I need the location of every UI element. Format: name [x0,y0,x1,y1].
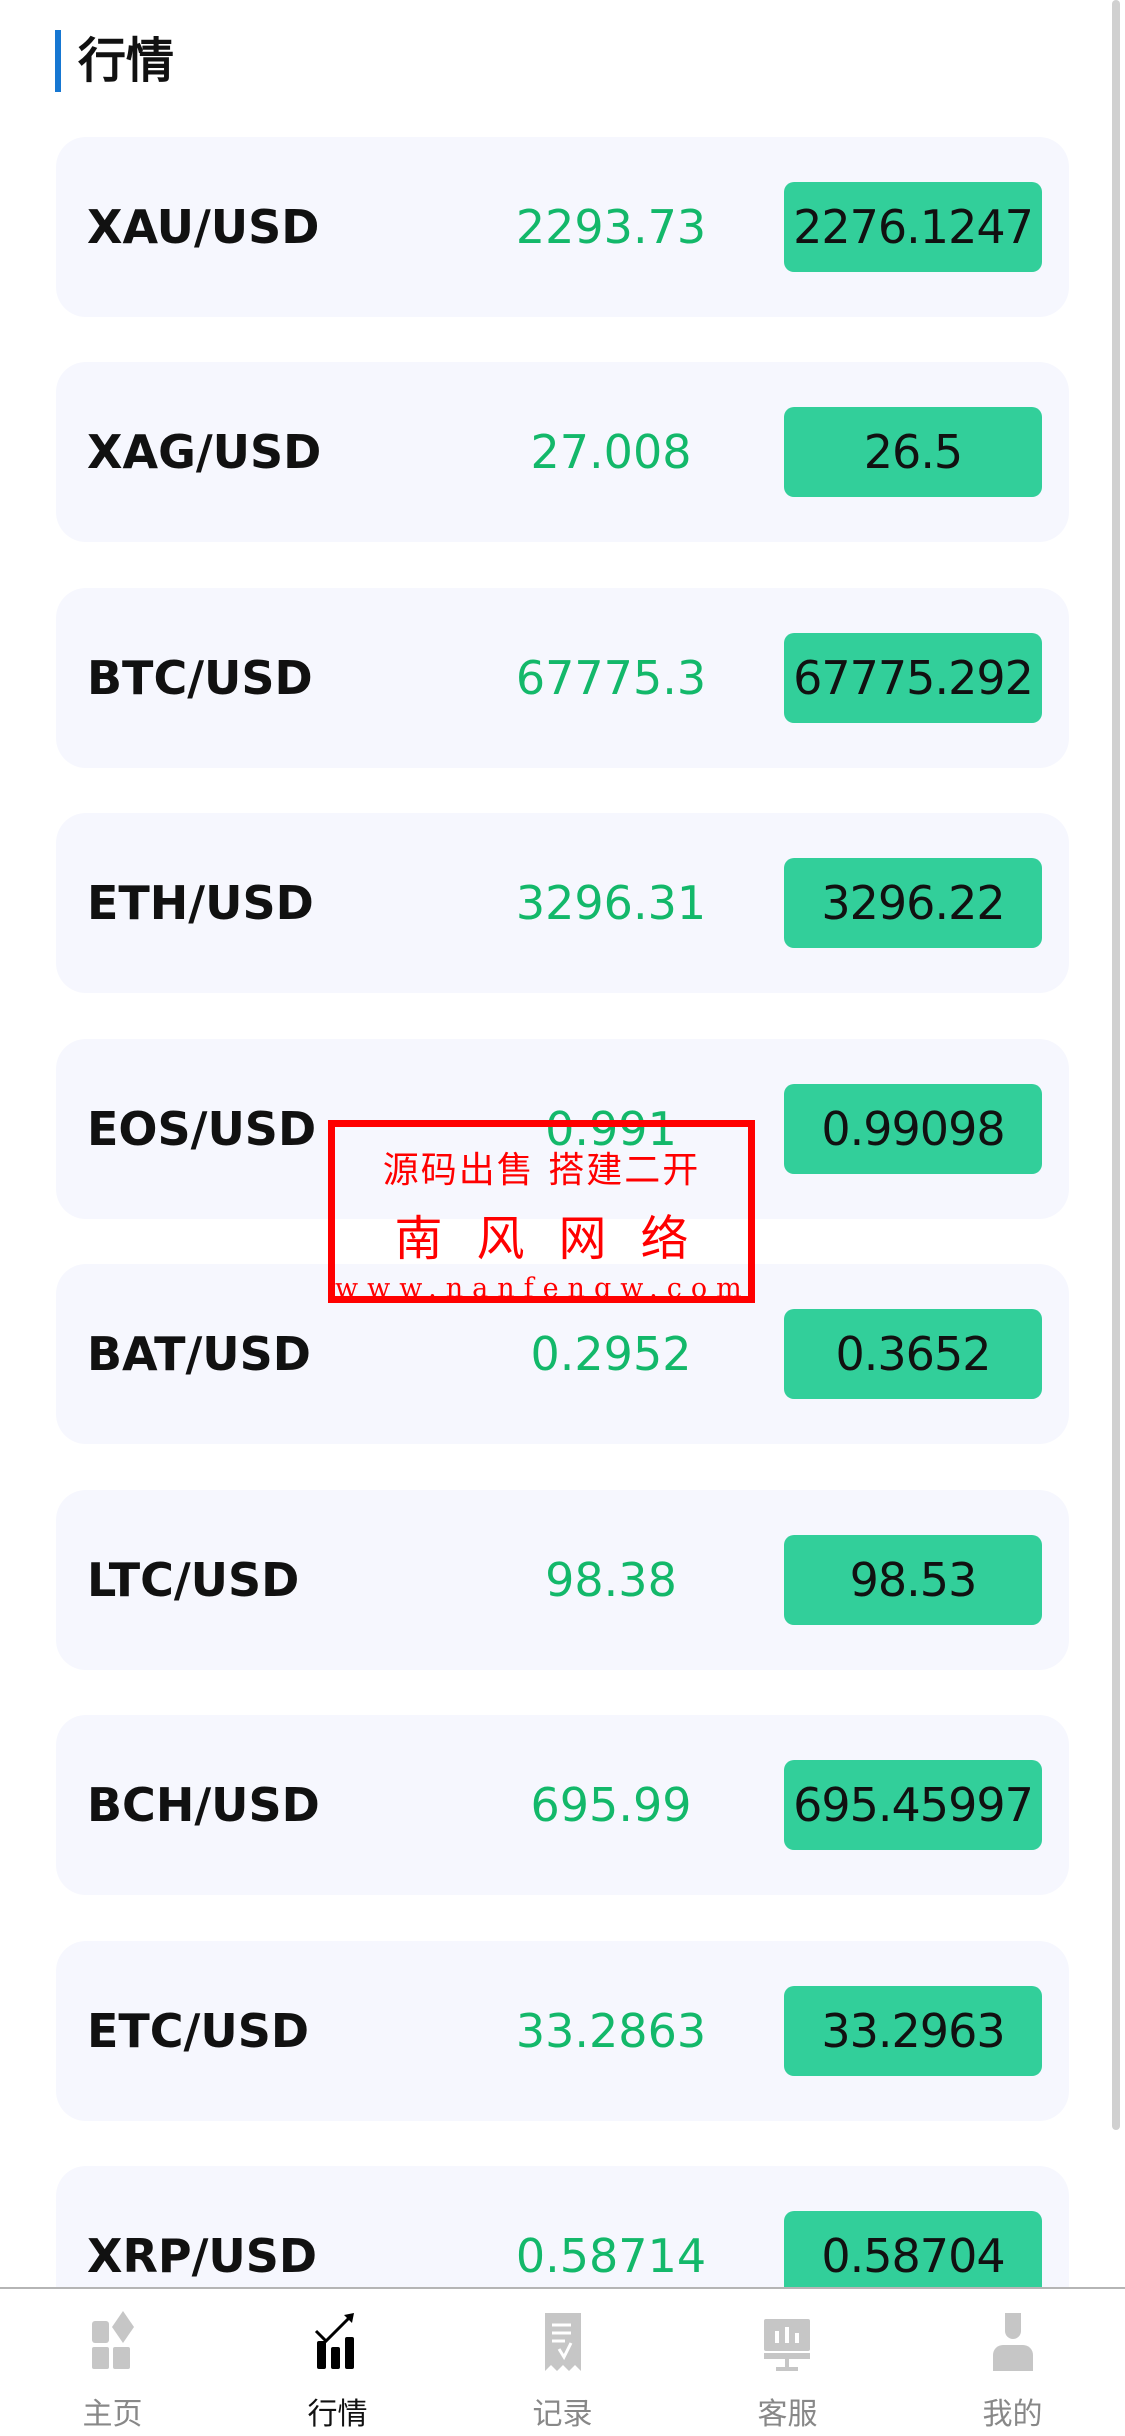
price: 2293.73 [515,200,707,254]
price-button[interactable]: 0.58704 [784,2211,1042,2301]
pair-name: EOS/USD [87,1102,317,1156]
scrollbar[interactable] [1112,0,1120,2130]
quote-card[interactable]: EOS/USD 0.991 0.99098 [56,1039,1069,1219]
price: 0.58714 [515,2229,707,2283]
nav-label: 记录 [532,2397,593,2432]
pair-name: BTC/USD [87,651,313,705]
price: 3296.31 [515,876,707,930]
home-grid-icon [92,2311,134,2369]
pair-name: XAG/USD [87,425,322,479]
price-button[interactable]: 3296.22 [784,858,1042,948]
price-button[interactable]: 98.53 [784,1535,1042,1625]
quote-card[interactable]: BCH/USD 695.99 695.45997 [56,1715,1069,1895]
nav-item-home[interactable]: 主页 [0,2289,225,2436]
price: 695.99 [530,1778,692,1832]
nav-item-support[interactable]: 客服 [675,2289,900,2436]
pair-name: LTC/USD [87,1553,300,1607]
quote-card[interactable]: XAU/USD 2293.73 2276.1247 [56,137,1069,317]
watermark-line3: www.nanfengw.com [335,1273,751,1304]
pair-name: BCH/USD [87,1778,320,1832]
bottom-nav: 主页 行情 记录 客服 我的 [0,2287,1125,2436]
pair-name: XRP/USD [87,2229,318,2283]
nav-label: 行情 [307,2397,368,2432]
price: 0.2952 [530,1327,692,1381]
title-accent-bar [55,30,61,92]
nav-item-market[interactable]: 行情 [225,2289,450,2436]
price-button[interactable]: 0.3652 [784,1309,1042,1399]
pair-name: XAU/USD [87,200,320,254]
watermark-line1: 源码出售 搭建二开 [382,1150,701,1191]
price: 98.38 [545,1553,677,1607]
watermark: 源码出售 搭建二开 南风网络 www.nanfengw.com [328,1120,755,1304]
support-icon [764,2319,810,2371]
price: 27.008 [530,425,692,479]
quote-card[interactable]: ETH/USD 3296.31 3296.22 [56,813,1069,993]
receipt-icon [545,2313,581,2371]
price-button[interactable]: 0.99098 [784,1084,1042,1174]
watermark-line2: 南风网络 [394,1211,723,1267]
price-button[interactable]: 26.5 [784,407,1042,497]
pair-name: ETC/USD [87,2004,310,2058]
nav-label: 我的 [982,2397,1043,2432]
quote-card[interactable]: LTC/USD 98.38 98.53 [56,1490,1069,1670]
price: 0.991 [545,1102,677,1156]
page-title: 行情 [78,33,175,89]
price-button[interactable]: 2276.1247 [784,182,1042,272]
price-button[interactable]: 67775.292 [784,633,1042,723]
price: 33.2863 [515,2004,707,2058]
nav-label: 主页 [82,2397,143,2432]
pair-name: ETH/USD [87,876,314,930]
nav-item-records[interactable]: 记录 [450,2289,675,2436]
quote-card[interactable]: ETC/USD 33.2863 33.2963 [56,1941,1069,2121]
price: 67775.3 [515,651,707,705]
quote-card[interactable]: XAG/USD 27.008 26.5 [56,362,1069,542]
user-icon [993,2313,1033,2371]
price-button[interactable]: 695.45997 [784,1760,1042,1850]
quote-card[interactable]: BAT/USD 0.2952 0.3652 [56,1264,1069,1444]
nav-label: 客服 [757,2397,818,2432]
chart-icon [314,2313,354,2369]
quote-card[interactable]: BTC/USD 67775.3 67775.292 [56,588,1069,768]
price-button[interactable]: 33.2963 [784,1986,1042,2076]
pair-name: BAT/USD [87,1327,311,1381]
nav-item-mine[interactable]: 我的 [900,2289,1125,2436]
